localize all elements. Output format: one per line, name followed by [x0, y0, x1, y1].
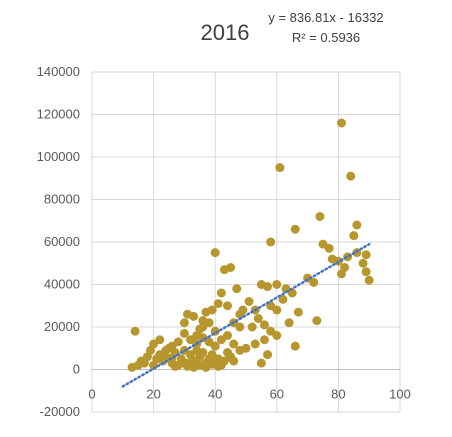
data-point — [263, 350, 273, 360]
trendline — [121, 242, 371, 388]
data-point — [361, 267, 371, 277]
y-tick-label: 60000 — [44, 234, 80, 249]
data-point — [232, 284, 242, 294]
data-point — [213, 299, 223, 309]
chart-title: 2016 — [201, 20, 250, 45]
y-tick-label: 0 — [73, 362, 80, 377]
data-point — [284, 318, 294, 328]
data-point — [259, 320, 269, 330]
data-point — [198, 322, 208, 332]
data-point — [293, 307, 303, 317]
data-point — [352, 220, 362, 230]
data-point — [235, 322, 245, 332]
data-point — [312, 316, 322, 326]
data-point — [266, 326, 276, 336]
data-point — [229, 356, 239, 366]
data-point — [259, 335, 269, 345]
data-point — [315, 212, 325, 221]
data-point — [256, 280, 266, 289]
x-tick-label: 0 — [88, 387, 95, 402]
y-tick-label: 40000 — [44, 277, 80, 292]
data-point — [266, 237, 276, 247]
data-point — [343, 252, 353, 262]
trendline-r-squared: R² = 0.5936 — [292, 30, 360, 45]
data-point — [247, 322, 257, 332]
trendline-equation: y = 836.81x - 16332 — [268, 10, 383, 25]
data-point — [272, 280, 282, 289]
data-point — [179, 318, 189, 328]
data-point — [161, 352, 171, 362]
data-point — [324, 243, 334, 253]
data-point — [336, 118, 346, 128]
x-tick-label: 40 — [208, 387, 222, 402]
data-point — [278, 294, 288, 304]
data-point — [192, 331, 202, 340]
data-point — [198, 348, 208, 357]
y-tick-label: -20000 — [40, 404, 80, 419]
data-point — [210, 341, 220, 351]
data-point — [173, 337, 183, 347]
data-point — [275, 163, 285, 173]
data-point — [349, 231, 359, 241]
data-point — [201, 307, 211, 317]
x-tick-label: 80 — [331, 387, 345, 402]
data-point — [238, 305, 248, 315]
y-tick-label: 120000 — [37, 107, 80, 122]
data-point — [250, 339, 260, 349]
data-point — [253, 314, 263, 323]
data-point — [182, 309, 192, 319]
data-point — [290, 224, 300, 234]
data-point — [198, 316, 208, 326]
data-point — [256, 358, 266, 368]
data-point — [213, 361, 223, 371]
data-point — [155, 335, 165, 345]
y-tick-label: 100000 — [37, 149, 80, 164]
data-point — [216, 288, 226, 298]
data-point — [223, 301, 233, 311]
data-point — [179, 328, 189, 338]
data-point — [336, 269, 346, 279]
x-tick-label: 20 — [146, 387, 160, 402]
data-point — [219, 265, 229, 275]
y-tick-label: 20000 — [44, 319, 80, 334]
data-point — [361, 250, 371, 260]
data-point — [290, 341, 300, 351]
data-point — [229, 339, 239, 349]
y-tick-label: 80000 — [44, 192, 80, 207]
data-point — [346, 171, 356, 181]
gridlines — [91, 71, 401, 413]
data-point — [272, 305, 282, 315]
data-point — [210, 248, 220, 258]
data-point — [235, 345, 245, 355]
data-point — [170, 361, 180, 371]
data-point — [130, 326, 140, 336]
data-point — [364, 275, 374, 285]
data-point — [358, 258, 368, 268]
x-tick-label: 100 — [389, 387, 411, 402]
x-tick-label: 60 — [270, 387, 284, 402]
y-tick-label: 140000 — [37, 64, 80, 79]
x-axis-ticks: 0 20 40 60 80 100 — [88, 387, 410, 402]
y-axis-ticks: -20000 0 20000 40000 60000 80000 100000 120000 1… — [37, 64, 80, 419]
data-point — [223, 348, 233, 357]
data-point — [223, 331, 233, 340]
data-point — [127, 362, 137, 372]
data-point — [244, 297, 254, 306]
